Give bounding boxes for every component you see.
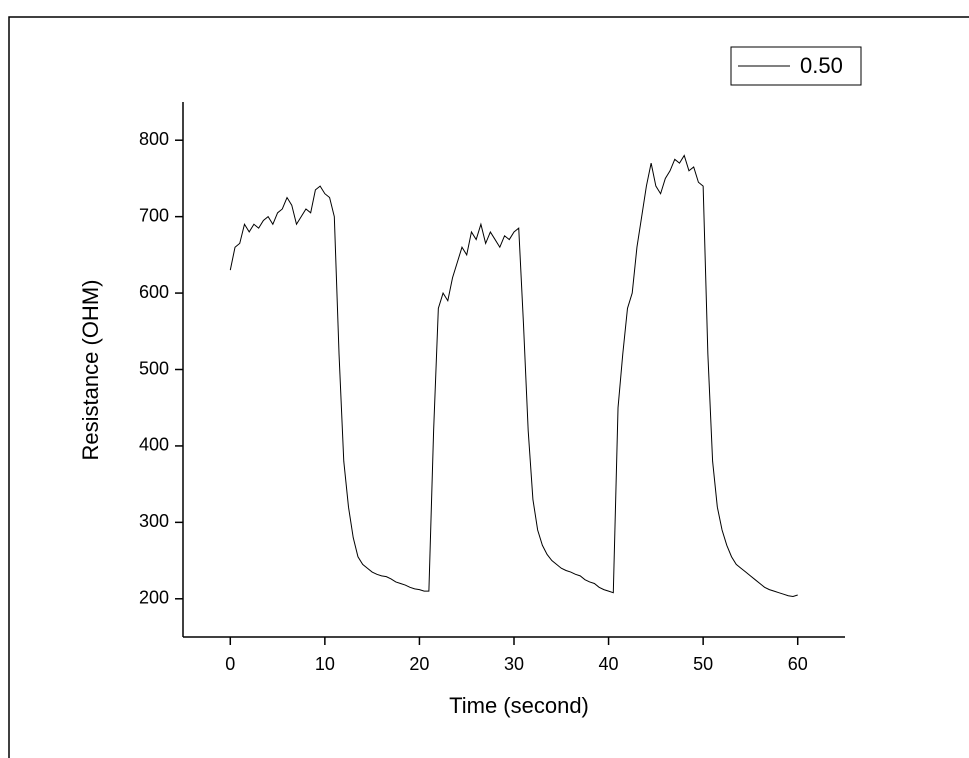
x-tick-label: 60 bbox=[788, 654, 808, 674]
legend-label: 0.50 bbox=[800, 53, 843, 78]
x-axis-title: Time (second) bbox=[449, 693, 589, 718]
y-tick-label: 200 bbox=[139, 588, 169, 608]
page: Time (second) Resistance (OHM) 0.50 0 10 2… bbox=[0, 0, 969, 758]
x-tick-label: 0 bbox=[225, 654, 235, 674]
x-tick-label: 40 bbox=[599, 654, 619, 674]
y-tick-label: 700 bbox=[139, 205, 169, 225]
data-line bbox=[230, 156, 797, 597]
x-tick-label: 20 bbox=[409, 654, 429, 674]
y-axis-title: Resistance (OHM) bbox=[78, 280, 103, 461]
y-tick-label: 300 bbox=[139, 511, 169, 531]
x-tick-label: 50 bbox=[693, 654, 713, 674]
chart: Time (second) Resistance (OHM) 0.50 0 10 2… bbox=[0, 0, 969, 758]
x-tick-label: 30 bbox=[504, 654, 524, 674]
y-tick-label: 500 bbox=[139, 358, 169, 378]
x-tick-label: 10 bbox=[315, 654, 335, 674]
y-tick-label: 400 bbox=[139, 435, 169, 455]
y-tick-label: 600 bbox=[139, 282, 169, 302]
y-tick-label: 800 bbox=[139, 129, 169, 149]
